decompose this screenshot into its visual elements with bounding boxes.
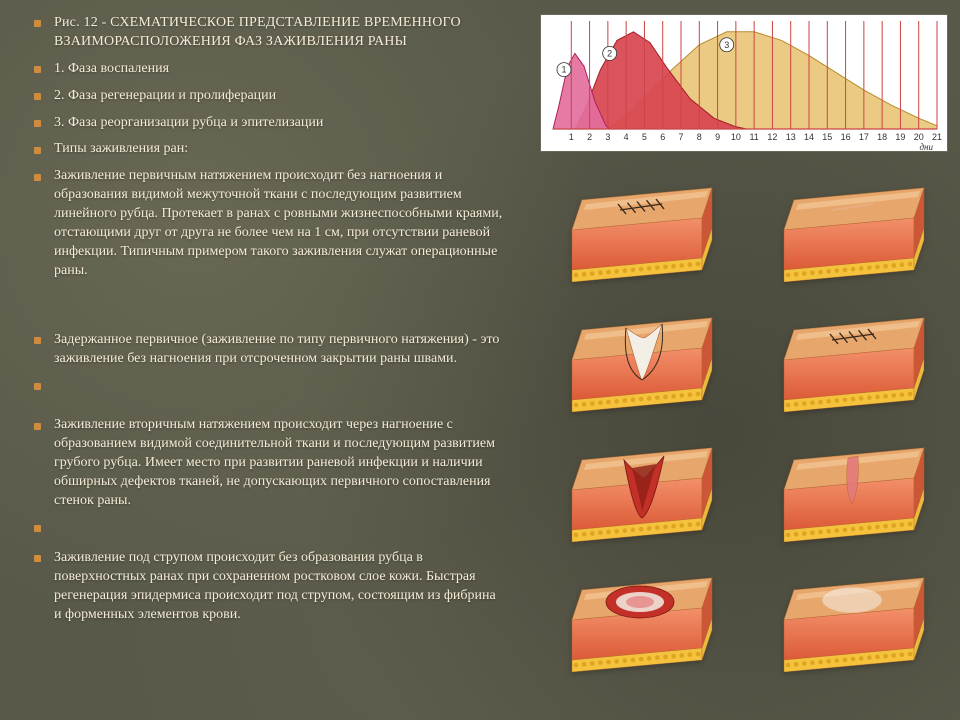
svg-text:11: 11 [749, 132, 758, 142]
svg-text:19: 19 [895, 132, 905, 142]
svg-text:14: 14 [804, 132, 814, 142]
phases-chart-svg: 123456789101112131415161718192021123дни [541, 15, 947, 151]
para-delayed: Задержанное первичное (заживление по тип… [34, 331, 504, 369]
para-secondary: Заживление вторичным натяжением происход… [34, 416, 504, 510]
svg-text:16: 16 [841, 132, 851, 142]
skin-grid [562, 178, 942, 672]
skin-block [774, 308, 934, 412]
skin-block [774, 568, 934, 672]
svg-text:17: 17 [859, 132, 869, 142]
svg-text:13: 13 [786, 132, 796, 142]
skin-block [774, 438, 934, 542]
svg-text:6: 6 [660, 132, 665, 142]
svg-text:3: 3 [724, 40, 729, 50]
types-heading: Типы заживления ран: [34, 140, 524, 159]
svg-text:8: 8 [697, 132, 702, 142]
svg-text:18: 18 [877, 132, 887, 142]
svg-text:3: 3 [605, 132, 610, 142]
svg-text:1: 1 [569, 132, 574, 142]
phase-2: 2. Фаза регенерации и пролиферации [34, 87, 524, 106]
skin-block [562, 308, 722, 412]
svg-text:1: 1 [561, 65, 566, 75]
svg-text:7: 7 [678, 132, 683, 142]
svg-text:4: 4 [624, 132, 629, 142]
empty-bullet-2 [34, 519, 524, 531]
text-column: Рис. 12 - СХЕМАТИЧЕСКОЕ ПРЕДСТАВЛЕНИЕ ВР… [34, 14, 524, 632]
svg-text:21: 21 [932, 132, 942, 142]
svg-text:15: 15 [822, 132, 832, 142]
bullet-list: Рис. 12 - СХЕМАТИЧЕСКОЕ ПРЕДСТАВЛЕНИЕ ВР… [34, 14, 524, 624]
svg-text:5: 5 [642, 132, 647, 142]
svg-text:2: 2 [587, 132, 592, 142]
para-primary: Заживление первичным натяжением происход… [34, 167, 504, 280]
skin-block [562, 568, 722, 672]
empty-bullet-1 [34, 376, 524, 388]
svg-text:20: 20 [914, 132, 924, 142]
phases-chart: 123456789101112131415161718192021123дни [540, 14, 948, 152]
para-scab: Заживление под струпом происходит без об… [34, 549, 504, 625]
skin-block [774, 178, 934, 282]
svg-text:2: 2 [607, 48, 612, 58]
svg-text:12: 12 [767, 132, 777, 142]
svg-text:дни: дни [919, 142, 933, 151]
svg-text:9: 9 [715, 132, 720, 142]
svg-text:10: 10 [731, 132, 741, 142]
skin-block [562, 438, 722, 542]
skin-block [562, 178, 722, 282]
phase-1: 1. Фаза воспаления [34, 60, 524, 79]
phase-3: 3. Фаза реорганизации рубца и эпителизац… [34, 114, 524, 133]
figure-title: Рис. 12 - СХЕМАТИЧЕСКОЕ ПРЕДСТАВЛЕНИЕ ВР… [34, 14, 524, 52]
